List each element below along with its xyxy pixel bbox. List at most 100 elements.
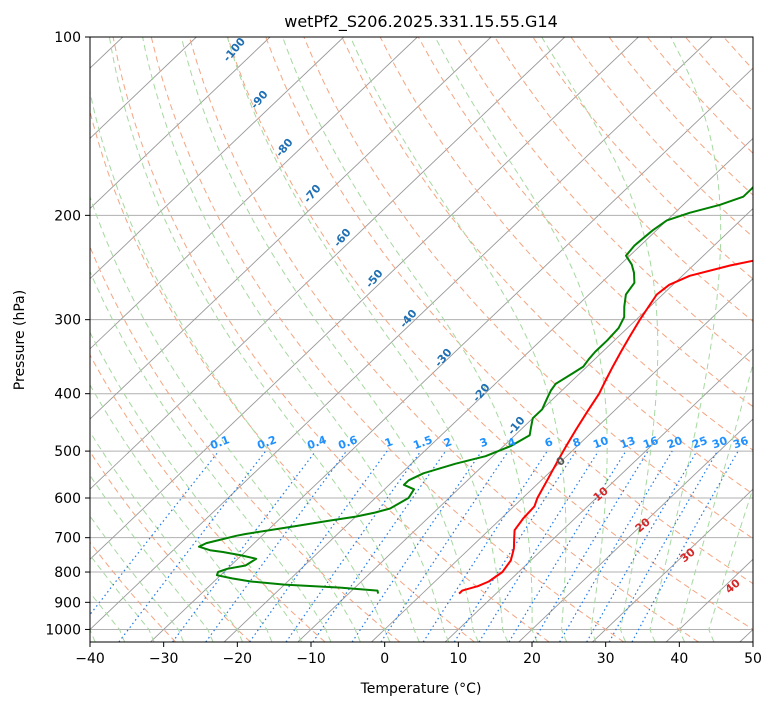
mixing-ratio-label: 30 bbox=[710, 434, 729, 452]
y-tick-label: 500 bbox=[54, 444, 81, 460]
chart-title: wetPf2_S206.2025.331.15.55.G14 bbox=[284, 12, 558, 32]
dry-adiabat-line bbox=[90, 353, 326, 642]
isotherm-line bbox=[371, 278, 753, 642]
dry-adiabat-line bbox=[685, 37, 753, 113]
moist-adiabat-line bbox=[90, 474, 214, 642]
temperature-profile-line bbox=[458, 259, 753, 595]
moist-adiabat-line bbox=[90, 554, 155, 642]
isotherm-line bbox=[444, 348, 753, 642]
dry-adiabat-line bbox=[341, 37, 753, 495]
x-axis-label: Temperature (°C) bbox=[360, 681, 482, 697]
mixing-ratio-line bbox=[249, 450, 388, 642]
moist-adiabat-label: 40 bbox=[723, 576, 743, 596]
dry-adiabat-line bbox=[646, 37, 753, 154]
moist-adiabat-line bbox=[142, 37, 450, 642]
dry-adiabat-line bbox=[188, 37, 699, 642]
moist-adiabat-line bbox=[90, 383, 273, 642]
mixing-ratio-line bbox=[532, 450, 649, 642]
mixing-ratio-line bbox=[380, 450, 509, 642]
mixing-ratio-line bbox=[559, 450, 673, 642]
mixing-ratio-label: 3 bbox=[478, 435, 490, 450]
x-tick-label: −30 bbox=[149, 651, 179, 667]
dry-adiabat-label: -60 bbox=[331, 226, 354, 250]
isotherm-line bbox=[90, 37, 197, 139]
dry-adiabat-label: -50 bbox=[363, 267, 386, 291]
mixing-ratio-line bbox=[631, 450, 739, 642]
moist-adiabat-line bbox=[226, 37, 509, 642]
moist-adiabat-line bbox=[180, 37, 479, 642]
x-tick-label: 20 bbox=[523, 651, 541, 667]
y-tick-label: 700 bbox=[54, 531, 81, 547]
mixing-ratio-line bbox=[312, 450, 447, 642]
mixing-ratio-line bbox=[586, 450, 698, 642]
dry-adiabat-label: -70 bbox=[301, 182, 324, 206]
moist-adiabat-line bbox=[434, 37, 608, 642]
mixing-ratio-label: 16 bbox=[641, 434, 660, 452]
x-tick-label: 0 bbox=[380, 651, 389, 667]
mixing-ratio-label: 4 bbox=[506, 435, 518, 450]
mixing-ratio-label: 0.4 bbox=[305, 433, 328, 452]
x-tick-label: −10 bbox=[296, 651, 326, 667]
dry-adiabat-line bbox=[532, 37, 753, 280]
moist-adiabat-line bbox=[541, 37, 659, 642]
series-layer bbox=[198, 185, 753, 595]
dry-adiabat-label: -40 bbox=[397, 307, 420, 331]
dry-adiabat-line bbox=[456, 37, 753, 365]
mixing-ratio-line bbox=[508, 450, 627, 642]
x-tick-label: −40 bbox=[75, 651, 105, 667]
mixing-ratio-line bbox=[205, 450, 347, 642]
dry-adiabat-line bbox=[379, 37, 753, 451]
isotherm-line bbox=[90, 37, 418, 350]
mixing-ratio-line bbox=[118, 450, 267, 642]
y-tick-label: 1000 bbox=[45, 622, 81, 638]
isotherm-line bbox=[90, 37, 271, 210]
dry-adiabat-label: -20 bbox=[470, 381, 493, 405]
isotherm-line bbox=[592, 488, 753, 642]
mixing-ratio-line bbox=[608, 450, 718, 642]
mixing-ratio-label: 1.5 bbox=[411, 433, 434, 452]
dry-adiabat-line bbox=[227, 37, 753, 630]
mixing-ratio-label: 0.2 bbox=[255, 433, 278, 452]
mixing-ratio-label: 8 bbox=[571, 435, 583, 450]
isotherm-line bbox=[223, 137, 753, 642]
dry-adiabat-line bbox=[90, 109, 475, 642]
moist-adiabat-line bbox=[108, 37, 420, 642]
moist-adiabat-line bbox=[350, 37, 568, 642]
mixing-ratio-line bbox=[351, 450, 483, 642]
x-tick-label: 10 bbox=[449, 651, 467, 667]
x-axis-ticks: −40 −30 −20 −10 0 10 20 30 40 50 bbox=[75, 642, 762, 667]
mixing-ratio-line bbox=[285, 450, 422, 642]
dry-adiabat-line bbox=[723, 37, 753, 71]
moist-adiabat-line bbox=[90, 431, 244, 642]
mixing-ratio-label: 1 bbox=[383, 435, 395, 450]
dry-adiabat-line bbox=[417, 37, 753, 408]
isotherm-line bbox=[90, 37, 492, 420]
moist-adiabat-line bbox=[90, 195, 361, 642]
mixing-ratio-label: 2 bbox=[442, 435, 454, 450]
y-tick-label: 800 bbox=[54, 565, 81, 581]
x-tick-label: 50 bbox=[744, 651, 762, 667]
isotherm-line bbox=[90, 37, 566, 490]
plot-frame bbox=[89, 36, 754, 643]
x-tick-label: 30 bbox=[597, 651, 615, 667]
y-tick-label: 900 bbox=[54, 595, 81, 611]
y-tick-label: 100 bbox=[54, 30, 81, 46]
dry-adiabat-label: -90 bbox=[248, 88, 271, 112]
y-axis-ticks: 100 200 300 400 500 600 700 800 900 1000 bbox=[45, 30, 90, 638]
mixing-ratio-line bbox=[422, 450, 548, 642]
dry-adiabat-line bbox=[303, 37, 753, 540]
dry-adiabat-line bbox=[494, 37, 753, 322]
dry-adiabat-label: -10 bbox=[505, 414, 528, 438]
dry-adiabat-line bbox=[570, 37, 753, 238]
isotherm-line bbox=[518, 418, 753, 642]
isotherm-line bbox=[90, 37, 345, 280]
moist-adiabat-line bbox=[90, 591, 126, 642]
dry-adiabat-line bbox=[265, 37, 753, 585]
dry-adiabat-line bbox=[112, 37, 550, 642]
mixing-ratio-label: 20 bbox=[665, 434, 684, 452]
line-labels: 0.1 0.2 0.4 0.6 1 1.5 2 3 4 6 8 10 13 16 20 25 30 36-100-… bbox=[208, 35, 750, 596]
isotherm-line bbox=[90, 37, 713, 631]
isotherm-line bbox=[150, 67, 753, 642]
y-axis-label: Pressure (hPa) bbox=[12, 290, 28, 390]
